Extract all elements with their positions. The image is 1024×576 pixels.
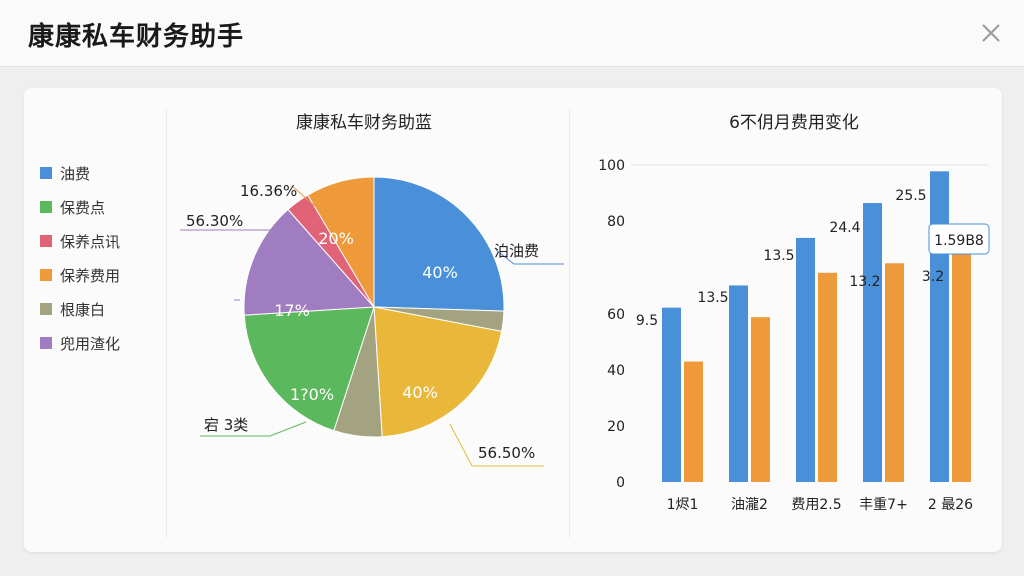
y-tick-label: 60 [607,307,625,323]
app-header: 康康私车财务助手 [0,0,1024,67]
legend-label: 兜用渣化 [60,334,121,353]
bar[interactable] [818,272,837,482]
x-tick-label: 1烬1 [667,497,699,513]
bar[interactable] [662,307,681,482]
x-tick-label: 油瀧2 [731,497,768,513]
legend-item[interactable]: 保费点 [40,190,120,224]
chart-card: 油费保费点保养点讯保养费用根康白兜用渣化 康康私车财务助蓝 40% 40% 17… [24,88,1002,552]
x-tick-label: 丰重7+ [859,497,908,513]
legend-item[interactable]: 油费 [40,156,120,190]
y-tick-label: 40 [607,363,625,379]
pie-inner-label: 17% [274,301,310,320]
pie-slice[interactable] [373,176,505,312]
bar-value-label: 13.5 [697,290,728,306]
bar[interactable] [863,203,882,482]
legend-label: 保养费用 [60,266,121,285]
pie-inner-label: 1?0% [290,385,334,404]
tooltip-text: 1.59B8 [934,233,984,249]
x-tick-label: 费用2.5 [791,497,841,513]
pie-callout: 56.30% [186,212,243,230]
pie-callout: 泊油费 [494,242,539,260]
app-title: 康康私车财务助手 [28,22,245,52]
legend-swatch [40,167,52,179]
bar[interactable] [952,253,971,482]
pie-callout: 宕 3类 [204,416,248,434]
y-tick-label: 80 [607,214,625,230]
tooltip: 1.59B8 [928,223,990,255]
legend-item[interactable]: 保养费用 [40,258,120,292]
bar-title: 6不仴月费用变化 [729,113,859,133]
bar[interactable] [885,263,904,482]
divider-right [569,108,570,538]
bar[interactable] [684,361,703,482]
leader-line [200,421,307,437]
pie-slice[interactable] [243,306,375,432]
legend-label: 保养点讯 [60,232,121,251]
pie-inner-label: 40% [422,263,458,282]
bar-value-label: 3.2 [922,269,944,285]
divider-left [166,108,167,538]
bar-value-label: 13.2 [849,274,880,290]
pie-inner-label: 40% [402,383,438,402]
bar-value-label: 9.5 [636,313,658,329]
bar-value-label: 25.5 [895,188,926,204]
legend-swatch [40,303,52,315]
pie-chart: 康康私车财务助蓝 40% 40% 17% 20% 1?0% 16.36% 56.… [180,113,564,467]
legend-item[interactable]: 根康白 [40,292,120,326]
leader-line [180,229,290,251]
leader-line [449,423,544,467]
legend-item[interactable]: 兜用渣化 [40,326,120,360]
legend-swatch [40,235,52,247]
legend-swatch [40,201,52,213]
legend-label: 根康白 [60,300,106,319]
bar[interactable] [729,285,748,482]
legend-label: 油费 [60,164,91,183]
y-tick-label: 20 [607,419,625,435]
leader-line [291,185,316,207]
bar[interactable] [930,171,949,482]
pie-callout: 16.36% [240,182,297,200]
pie-inner-label: 20% [318,229,354,248]
y-tick-label: 100 [598,158,625,174]
legend-item[interactable]: 保养点讯 [40,224,120,258]
pie-callout: 56.50% [478,444,535,462]
pie-slice[interactable] [373,306,503,438]
y-tick-label: 0 [616,475,625,491]
x-tick-label: 2 最26 [928,497,973,513]
pie-title: 康康私车财务助蓝 [296,113,432,133]
legend-label: 保费点 [60,198,106,217]
bar-value-label: 24.4 [829,220,860,236]
bar-chart: 6不仴月费用变化 100 80 60 40 20 0 1烬1 油瀧2 费用2.5 丰重7+ 2 最… [598,113,990,513]
bar[interactable] [796,237,815,482]
close-icon[interactable] [976,18,1006,48]
legend: 油费保费点保养点讯保养费用根康白兜用渣化 [40,156,120,360]
leader-line [495,249,564,265]
bar[interactable] [751,317,770,482]
legend-swatch [40,337,52,349]
pie-slice[interactable] [307,176,375,309]
bar-value-label: 13.5 [763,248,794,264]
legend-swatch [40,269,52,281]
